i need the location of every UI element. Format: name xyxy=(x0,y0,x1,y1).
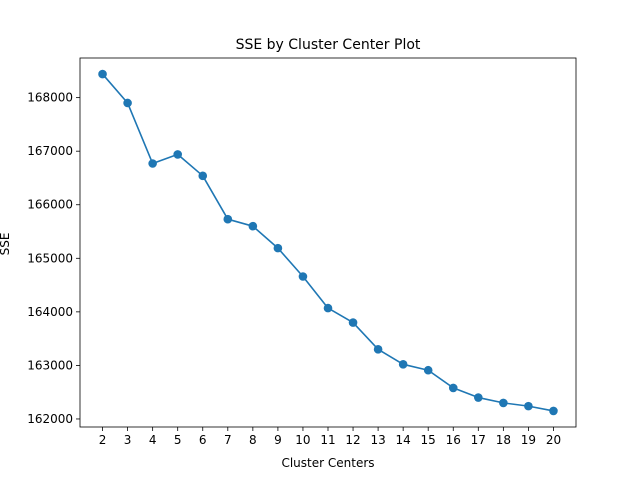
x-tick-label: 14 xyxy=(396,433,411,447)
x-tick-label: 8 xyxy=(249,433,257,447)
data-point xyxy=(173,150,182,159)
data-point xyxy=(423,365,433,375)
x-tick-label: 15 xyxy=(421,433,436,447)
data-point xyxy=(323,303,333,313)
data-point xyxy=(549,406,558,416)
x-tick-label: 20 xyxy=(546,433,561,447)
y-tick-label: 164000 xyxy=(27,305,73,319)
data-point xyxy=(524,401,533,411)
data-point xyxy=(198,171,208,181)
x-tick-label: 16 xyxy=(446,433,461,447)
plot-area: 2 3 4 5 6 7 8 9 10 11 12 13 14 15 16 17 18 19 20 162000 1630… xyxy=(27,57,577,447)
data-point xyxy=(98,69,107,79)
x-tick-label: 5 xyxy=(174,433,182,447)
y-tick-label: 163000 xyxy=(27,358,73,372)
x-tick-label: 2 xyxy=(99,433,107,447)
y-tick-label: 162000 xyxy=(27,412,73,426)
x-tick-label: 13 xyxy=(370,433,385,447)
data-point xyxy=(499,398,508,408)
x-tick-label: 9 xyxy=(274,433,282,447)
x-tick-label: 12 xyxy=(345,433,360,447)
x-tick-label: 10 xyxy=(295,433,310,447)
x-tick-label: 17 xyxy=(471,433,486,447)
data-point xyxy=(223,214,233,224)
data-point xyxy=(123,98,132,108)
x-tick-label: 11 xyxy=(320,433,335,447)
y-axis-label: SSE xyxy=(0,233,12,256)
x-tick-label: 19 xyxy=(521,433,536,447)
axes-frame xyxy=(79,57,577,428)
y-tick-label: 166000 xyxy=(27,198,73,212)
data-point xyxy=(398,360,408,369)
x-tick-label: 3 xyxy=(124,433,132,447)
data-point xyxy=(348,318,358,327)
x-tick-label: 4 xyxy=(149,433,157,447)
data-point xyxy=(248,221,258,231)
data-point xyxy=(148,159,157,168)
x-tick-label: 18 xyxy=(496,433,511,447)
x-tick-label: 7 xyxy=(224,433,232,447)
x-tick-label: 6 xyxy=(199,433,207,447)
y-tick-label: 168000 xyxy=(27,91,73,105)
data-point xyxy=(474,393,483,402)
x-axis-label: Cluster Centers xyxy=(281,456,374,470)
y-tick-label: 165000 xyxy=(27,251,73,265)
data-point xyxy=(298,272,308,281)
data-point xyxy=(448,383,458,393)
data-point xyxy=(373,345,383,354)
y-tick-label: 167000 xyxy=(27,144,73,158)
chart-title: SSE by Cluster Center Plot xyxy=(236,37,421,53)
data-point xyxy=(273,243,283,253)
